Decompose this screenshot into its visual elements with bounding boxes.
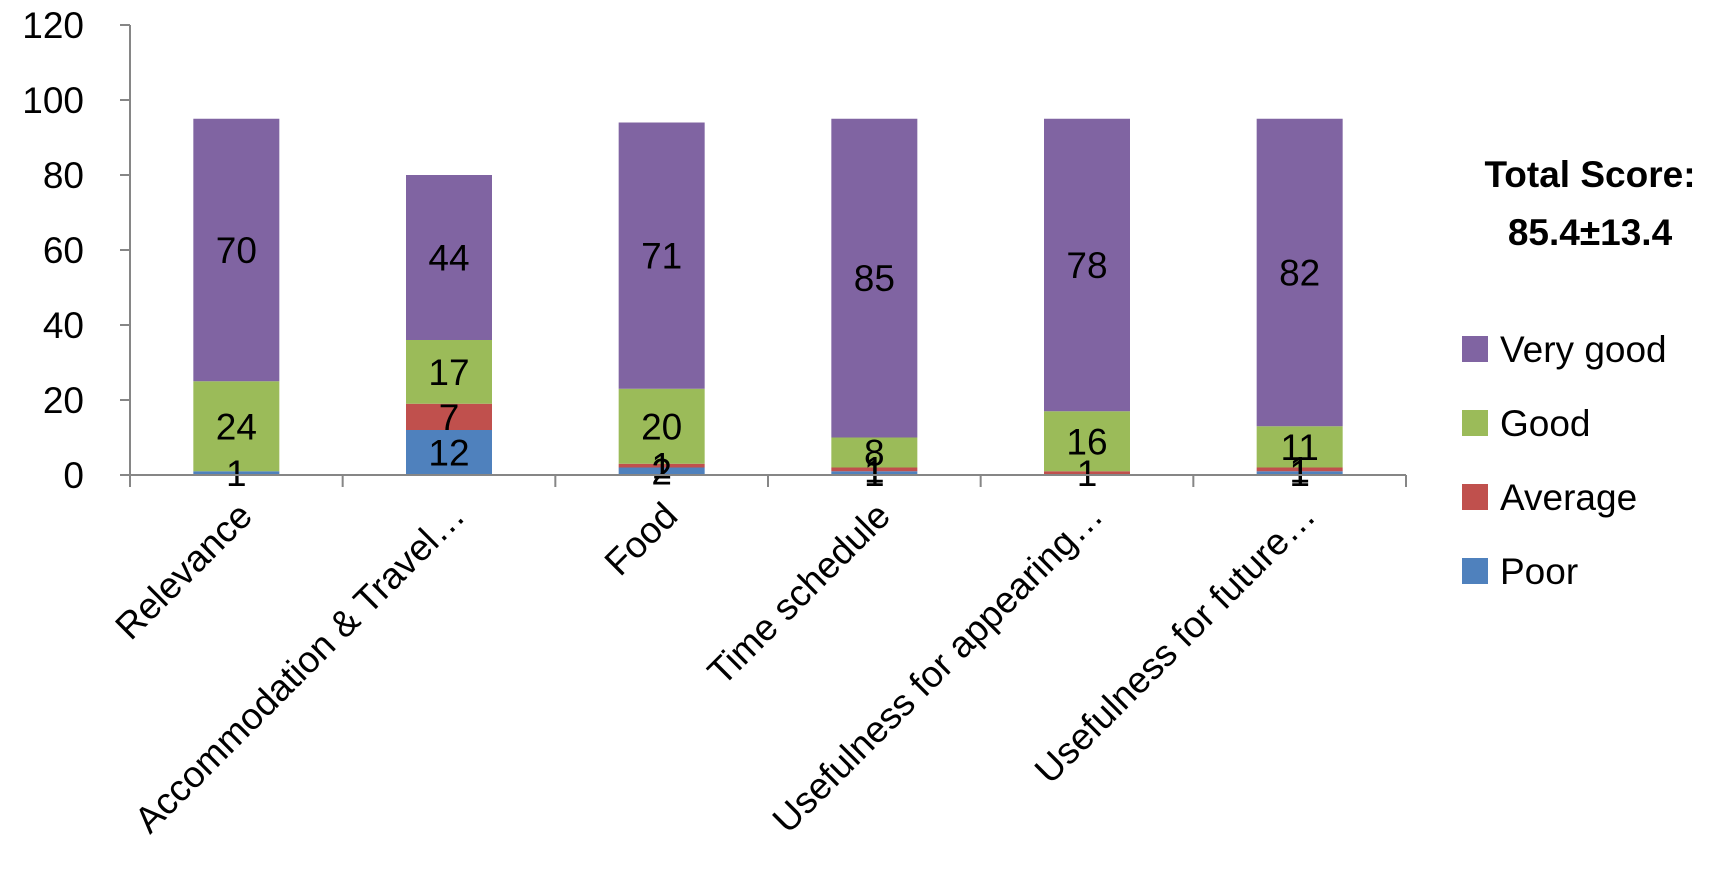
data-label: 1: [651, 446, 672, 487]
bar-segment-very-good: [618, 122, 705, 389]
y-tick-label: 0: [63, 455, 84, 496]
bar-segment-very-good: [406, 175, 492, 340]
y-tick-label: 120: [22, 5, 84, 46]
total-score-label: Total Score:: [1484, 154, 1695, 195]
bar-segment-good: [193, 381, 280, 472]
legend-swatch-poor: [1462, 558, 1488, 584]
bar-segment-average: [618, 463, 705, 468]
x-category-label: Time schedule: [700, 495, 898, 693]
bar-segment-poor: [193, 471, 280, 475]
data-label: 17: [428, 352, 469, 393]
data-label: 78: [1066, 245, 1107, 286]
data-label: 70: [216, 230, 257, 271]
legend-swatch-good: [1462, 410, 1488, 436]
bar-segment-average: [406, 403, 492, 430]
legend-label: Good: [1500, 403, 1591, 444]
data-label: 44: [428, 238, 469, 279]
data-label: 1: [1289, 453, 1310, 494]
data-label: 7: [439, 397, 460, 438]
data-label: 20: [641, 406, 682, 447]
bar-segment-poor: [831, 471, 918, 475]
total-score-value: 85.4±13.4: [1508, 212, 1673, 253]
x-category-label: Food: [597, 495, 686, 584]
bar-segment-average: [1256, 467, 1343, 472]
y-tick-label: 80: [43, 155, 84, 196]
data-label: 8: [864, 433, 885, 474]
data-label: 16: [1066, 421, 1107, 462]
bar-segment-good: [618, 388, 705, 464]
bar-segment-good: [1256, 426, 1343, 468]
bar-segment-very-good: [1044, 118, 1130, 412]
y-tick-label: 100: [22, 80, 84, 121]
y-tick-label: 60: [43, 230, 84, 271]
legend-swatch-very-good: [1462, 336, 1488, 362]
legend-label: Average: [1500, 477, 1637, 518]
data-label: 12: [428, 433, 469, 474]
data-label: 71: [641, 236, 682, 277]
data-label: 11: [1280, 427, 1318, 468]
bar-segment-average: [831, 467, 918, 472]
legend-swatch-average: [1462, 484, 1488, 510]
bar-segment-very-good: [1256, 118, 1343, 427]
data-label: 1: [1077, 453, 1098, 494]
bar-segment-good: [831, 437, 918, 468]
total-score-annotation: Total Score: 85.4±13.4: [1484, 154, 1695, 253]
data-label: 82: [1279, 253, 1320, 294]
bar-segment-poor: [1256, 471, 1343, 475]
data-label: 1: [864, 453, 885, 494]
y-tick-label: 40: [43, 305, 84, 346]
bar-segment-poor: [618, 467, 705, 475]
bar-segment-very-good: [193, 118, 280, 382]
data-label: 85: [854, 258, 895, 299]
y-tick-label: 20: [43, 380, 84, 421]
bar-segment-poor: [406, 430, 492, 475]
bar-segment-average: [1044, 471, 1130, 475]
bar-segment-good: [1044, 411, 1130, 472]
data-label: 1: [1289, 449, 1310, 490]
data-label: 1: [864, 449, 885, 490]
legend: Very good Good Average Poor: [1462, 329, 1667, 592]
legend-label: Very good: [1500, 329, 1667, 370]
legend-label: Poor: [1500, 551, 1578, 592]
data-label: 1: [226, 453, 247, 494]
bar-segment-good: [406, 340, 492, 404]
data-label: 2: [651, 451, 672, 492]
bar-segment-very-good: [831, 118, 918, 438]
x-category-label: Relevance: [107, 495, 260, 648]
bars-layer: [193, 118, 1343, 475]
data-label: 24: [216, 406, 257, 447]
